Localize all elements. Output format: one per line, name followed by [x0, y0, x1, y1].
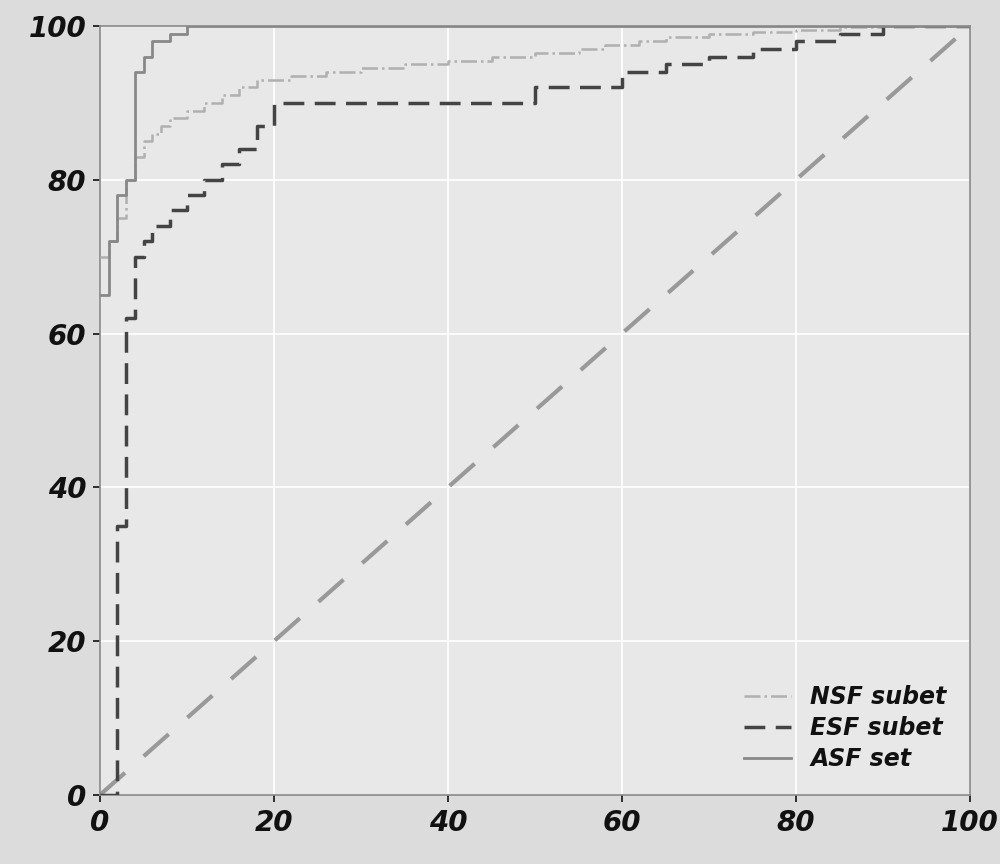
Legend: NSF subet, ESF subet, ASF set: NSF subet, ESF subet, ASF set	[732, 673, 958, 783]
